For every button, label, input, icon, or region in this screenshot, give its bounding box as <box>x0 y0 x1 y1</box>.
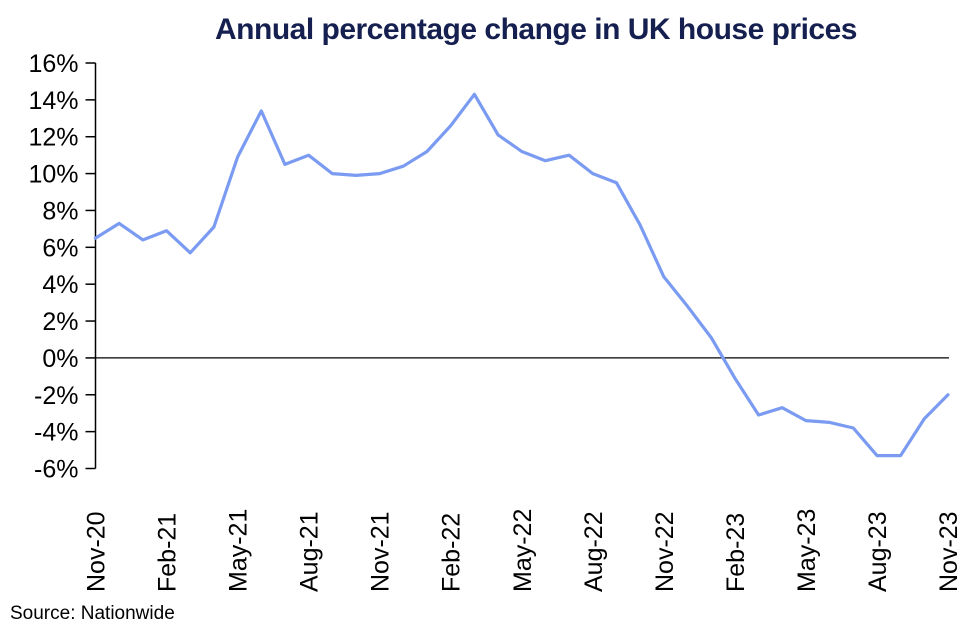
house-price-change-line <box>93 92 950 458</box>
x-axis-tick-label: Aug-23 <box>864 511 892 592</box>
x-axis-tick-label: Feb-22 <box>438 513 466 592</box>
x-axis-tick-label: May-21 <box>225 509 253 592</box>
chart-title: Annual percentage change in UK house pri… <box>215 13 858 46</box>
x-axis-tick-label: Aug-22 <box>580 511 608 592</box>
y-axis-tick-label: 6% <box>42 234 78 262</box>
x-axis-tick-label: Nov-23 <box>935 511 963 592</box>
y-axis-tick-label: 14% <box>28 87 78 115</box>
y-axis-tick-label: 4% <box>42 271 78 299</box>
y-axis-tick-label: 8% <box>42 197 78 225</box>
x-axis-tick-label: Aug-21 <box>296 511 324 592</box>
y-axis-tick-label: -2% <box>34 382 78 410</box>
x-axis-tick-label: Nov-22 <box>651 511 679 592</box>
y-axis-tick-label: -4% <box>34 419 78 447</box>
x-axis-tick-label: Feb-21 <box>154 513 182 592</box>
y-axis-tick-label: 16% <box>28 50 78 78</box>
x-axis-tick-label: May-22 <box>509 509 537 592</box>
y-axis-tick-label: 10% <box>28 161 78 189</box>
y-axis-tick-label: 0% <box>42 345 78 373</box>
y-axis-tick-label: 2% <box>42 308 78 336</box>
x-axis-tick-label: Nov-21 <box>367 511 395 592</box>
y-axis-tick-label: -6% <box>34 456 78 484</box>
x-axis-tick-label: May-23 <box>793 509 821 592</box>
x-axis-tick-label: Feb-23 <box>722 513 750 592</box>
y-axis-tick-label: 12% <box>28 124 78 152</box>
x-axis-tick-label: Nov-20 <box>83 511 111 592</box>
source-caption: Source: Nationwide <box>10 603 175 624</box>
